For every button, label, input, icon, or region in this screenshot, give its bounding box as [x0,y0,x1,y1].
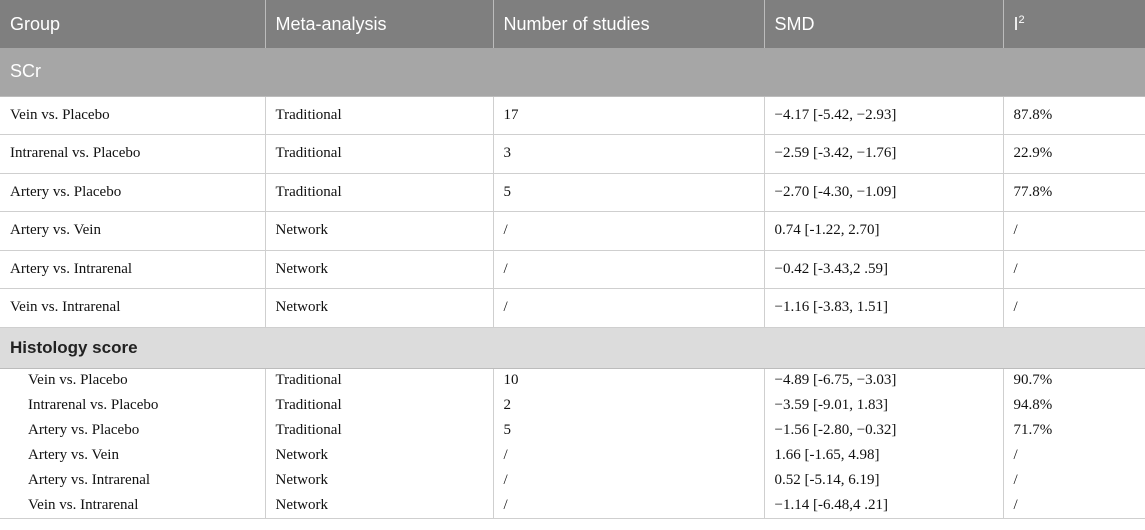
cell-number-of-studies: 17 [492,96,764,135]
cell-meta-analysis: Network [264,468,493,493]
cell-smd: −1.56 [-2.80, −0.32] [763,418,1003,443]
cell-smd: 0.74 [-1.22, 2.70] [763,211,1003,251]
cell-smd: −4.17 [-5.42, −2.93] [763,96,1003,135]
cell-number-of-studies: / [492,288,764,328]
cell-i-squared: / [1002,288,1145,328]
cell-i-squared: / [1002,211,1145,251]
cell-number-of-studies: / [492,468,764,493]
cell-group: Artery vs. Vein [0,211,265,251]
cell-meta-analysis: Network [264,250,493,289]
cell-number-of-studies: / [492,493,764,519]
cell-group: Vein vs. Placebo [0,96,265,135]
header-meta-analysis: Meta-analysis [264,0,493,48]
table-row: Vein vs. Intrarenal Network / −1.16 [-3.… [0,288,1145,328]
table-row: Artery vs. Vein Network / 0.74 [-1.22, 2… [0,211,1145,251]
cell-number-of-studies: 5 [492,418,764,443]
cell-i-squared: / [1002,443,1145,468]
cell-meta-analysis: Traditional [264,96,493,135]
cell-meta-analysis: Network [264,211,493,251]
cell-group: Artery vs. Intrarenal [0,250,265,289]
cell-meta-analysis: Network [264,443,493,468]
cell-number-of-studies: 3 [492,134,764,174]
table-row: Artery vs. Placebo Traditional 5 −1.56 [… [0,418,1145,443]
cell-i-squared: 87.8% [1002,96,1145,135]
cell-number-of-studies: 2 [492,393,764,418]
cell-smd: −1.16 [-3.83, 1.51] [763,288,1003,328]
cell-smd: −4.89 [-6.75, −3.03] [763,368,1003,393]
cell-i-squared: / [1002,493,1145,519]
results-table: Group Meta-analysis Number of studies SM… [0,0,1145,519]
cell-smd: −2.59 [-3.42, −1.76] [763,134,1003,174]
cell-smd: −1.14 [-6.48,4 .21] [763,493,1003,519]
header-i-superscript: 2 [1018,13,1025,26]
table-row: Vein vs. Intrarenal Network / −1.14 [-6.… [0,493,1145,519]
cell-meta-analysis: Network [264,493,493,519]
table-row: Intrarenal vs. Placebo Traditional 2 −3.… [0,393,1145,418]
cell-smd: 0.52 [-5.14, 6.19] [763,468,1003,493]
table-row: Artery vs. Placebo Traditional 5 −2.70 [… [0,173,1145,212]
header-i-letter: I [1013,13,1019,34]
cell-i-squared: / [1002,468,1145,493]
cell-smd: −3.59 [-9.01, 1.83] [763,393,1003,418]
cell-meta-analysis: Traditional [264,173,493,212]
table-row: Artery vs. Vein Network / 1.66 [-1.65, 4… [0,443,1145,468]
table-row: Artery vs. Intrarenal Network / −0.42 [-… [0,250,1145,289]
header-number-of-studies: Number of studies [492,0,764,48]
header-group: Group [10,13,61,34]
cell-group: Artery vs. Vein [28,447,119,463]
cell-group: Artery vs. Placebo [0,173,265,212]
section-header-histology-score: Histology score [0,326,1145,369]
cell-meta-analysis: Traditional [264,134,493,174]
cell-i-squared: 94.8% [1002,393,1145,418]
cell-group: Vein vs. Placebo [28,372,128,389]
cell-group: Intrarenal vs. Placebo [28,397,159,413]
cell-i-squared: 77.8% [1002,173,1145,212]
section-title-scr: SCr [0,48,1145,97]
cell-group: Artery vs. Intrarenal [28,472,151,488]
cell-smd: 1.66 [-1.65, 4.98] [763,443,1003,468]
cell-i-squared: 71.7% [1002,418,1145,443]
cell-meta-analysis: Traditional [264,393,493,418]
cell-meta-analysis: Traditional [264,418,493,443]
cell-i-squared: 90.7% [1002,368,1145,393]
header-row: Group Meta-analysis Number of studies SM… [0,0,1145,48]
cell-number-of-studies: / [492,211,764,251]
table-row: Vein vs. Placebo Traditional 17 −4.17 [-… [0,96,1145,135]
cell-number-of-studies: / [492,443,764,468]
cell-i-squared: 22.9% [1002,134,1145,174]
cell-smd: −2.70 [-4.30, −1.09] [763,173,1003,212]
cell-group: Vein vs. Intrarenal [0,288,265,328]
cell-number-of-studies: / [492,250,764,289]
header-smd: SMD [763,0,1003,48]
cell-group: Artery vs. Placebo [28,422,140,438]
cell-number-of-studies: 5 [492,173,764,212]
table-row: Vein vs. Placebo Traditional 10 −4.89 [-… [0,368,1145,393]
cell-group: Intrarenal vs. Placebo [0,134,265,174]
cell-group: Vein vs. Intrarenal [0,493,265,519]
table-row: Artery vs. Intrarenal Network / 0.52 [-5… [0,468,1145,493]
cell-smd: −0.42 [-3.43,2 .59] [763,250,1003,289]
header-i-squared: I2 [1002,0,1145,48]
section-title-histology-score: Histology score [0,326,1145,369]
cell-i-squared: / [1002,250,1145,289]
cell-number-of-studies: 10 [492,368,764,393]
cell-meta-analysis: Network [264,288,493,328]
section-header-scr: SCr [0,48,1145,97]
cell-meta-analysis: Traditional [264,368,493,393]
table-row: Intrarenal vs. Placebo Traditional 3 −2.… [0,134,1145,174]
